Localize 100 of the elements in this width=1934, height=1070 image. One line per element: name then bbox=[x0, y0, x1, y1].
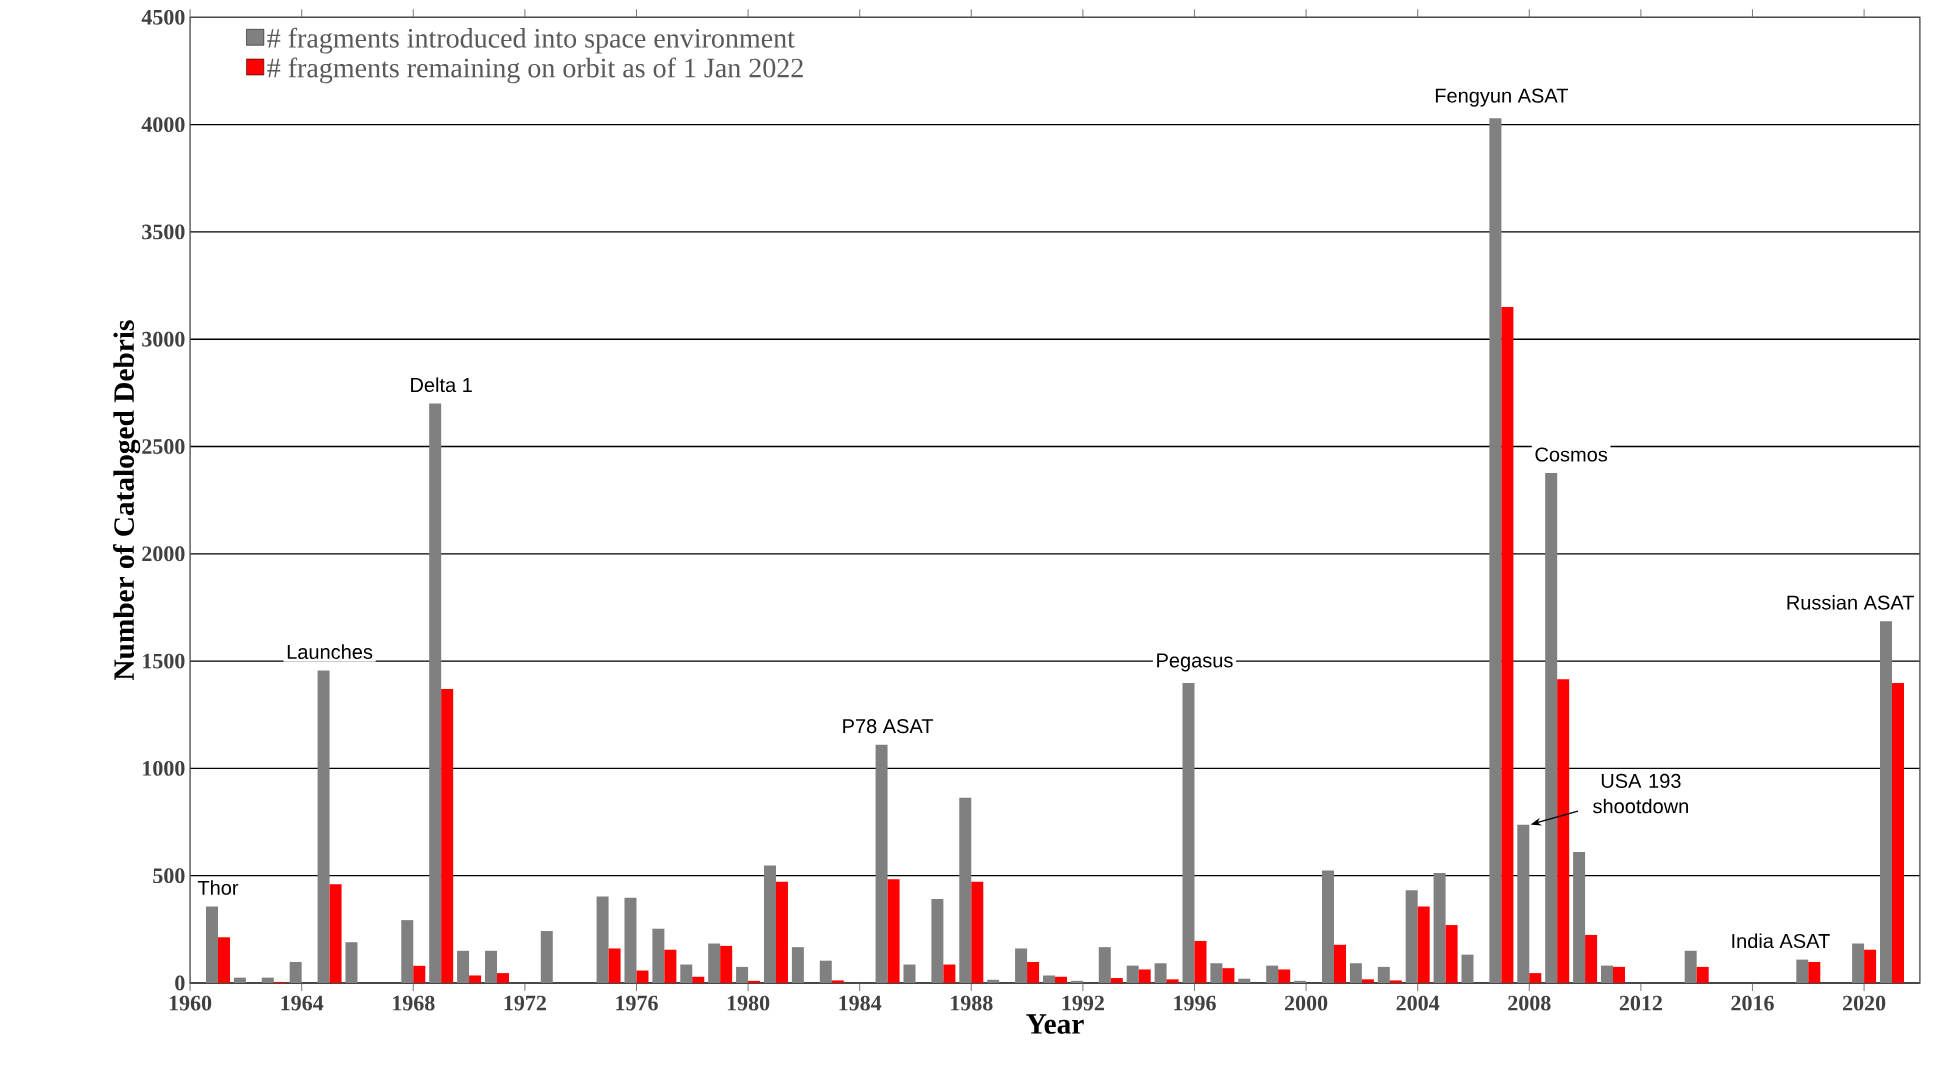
bar bbox=[1070, 981, 1083, 984]
bar bbox=[959, 797, 972, 984]
bar bbox=[1389, 980, 1402, 984]
bar bbox=[608, 948, 621, 984]
bar bbox=[887, 879, 900, 984]
bar bbox=[1433, 873, 1446, 984]
annotation: USA 193 shootdown bbox=[1593, 773, 1688, 814]
bar bbox=[1557, 679, 1570, 984]
x-tick-label: 2020 bbox=[1843, 995, 1886, 1011]
annotation: Fengyun ASAT bbox=[1435, 88, 1569, 107]
bar bbox=[664, 949, 677, 984]
bar bbox=[1222, 968, 1235, 984]
bar bbox=[1517, 824, 1530, 984]
bar bbox=[1445, 925, 1458, 984]
y-axis-title: Number of Cataloged Debris bbox=[113, 320, 141, 681]
bar bbox=[1489, 118, 1502, 984]
x-tick-label: 1968 bbox=[393, 995, 435, 1011]
y-tick-label: 4000 bbox=[141, 117, 185, 133]
bar bbox=[1864, 949, 1877, 984]
x-tick-label: 1992 bbox=[1062, 995, 1104, 1011]
bar bbox=[233, 977, 246, 984]
bar bbox=[1166, 979, 1179, 984]
y-tick-label: 3500 bbox=[142, 224, 185, 240]
annotation: Pegasus bbox=[1157, 653, 1233, 672]
bar bbox=[1545, 473, 1558, 984]
bar bbox=[401, 920, 414, 984]
bar bbox=[791, 947, 804, 984]
x-tick-label: 1964 bbox=[281, 995, 324, 1011]
bar bbox=[1333, 944, 1346, 984]
bar bbox=[1612, 967, 1625, 984]
bar bbox=[652, 928, 665, 984]
bar bbox=[1138, 969, 1151, 984]
x-tick-label: 1988 bbox=[951, 995, 993, 1011]
bar bbox=[1573, 852, 1586, 984]
bar bbox=[1027, 962, 1040, 984]
bar bbox=[692, 976, 705, 984]
annotation: India ASAT bbox=[1732, 933, 1830, 949]
bar bbox=[345, 942, 358, 984]
bar bbox=[457, 950, 470, 984]
bar bbox=[680, 964, 693, 984]
bar bbox=[1417, 906, 1430, 984]
x-tick-label: 2008 bbox=[1508, 995, 1551, 1011]
bar bbox=[329, 884, 342, 984]
x-tick-label: 1972 bbox=[504, 995, 546, 1011]
bar bbox=[205, 906, 218, 984]
bar bbox=[413, 965, 426, 984]
annotation: Cosmos bbox=[1535, 447, 1608, 462]
bar bbox=[1529, 973, 1542, 984]
bar bbox=[1054, 976, 1067, 984]
bar bbox=[720, 946, 733, 984]
y-tick-label: 500 bbox=[153, 868, 185, 884]
bar bbox=[1696, 967, 1709, 984]
bar bbox=[1210, 963, 1223, 984]
bar bbox=[1194, 941, 1207, 984]
x-tick-label: 2016 bbox=[1731, 995, 1774, 1011]
bar bbox=[1126, 965, 1139, 984]
x-tick-label: 2000 bbox=[1285, 995, 1328, 1011]
bar bbox=[1892, 683, 1904, 984]
bar bbox=[624, 897, 637, 984]
bar bbox=[1361, 979, 1374, 984]
x-tick-label: 1980 bbox=[727, 995, 770, 1011]
bar bbox=[1042, 975, 1055, 984]
annotation: P78 ASAT bbox=[843, 719, 934, 734]
bar bbox=[875, 744, 888, 984]
bar bbox=[971, 881, 984, 984]
bar bbox=[289, 962, 302, 984]
y-tick-label: 1500 bbox=[143, 653, 185, 669]
bar bbox=[943, 964, 956, 984]
bar bbox=[429, 403, 442, 984]
bar bbox=[775, 881, 788, 984]
bar bbox=[636, 970, 649, 984]
x-tick-label: 2012 bbox=[1619, 995, 1662, 1011]
bar bbox=[1461, 954, 1474, 984]
bar bbox=[441, 689, 454, 984]
bar bbox=[1377, 967, 1390, 984]
bar bbox=[931, 899, 944, 984]
bar bbox=[1294, 981, 1307, 984]
bar bbox=[496, 973, 509, 984]
annotation: Launches bbox=[287, 644, 373, 660]
bar bbox=[540, 931, 553, 984]
bar bbox=[1501, 307, 1514, 984]
y-tick-label: 0 bbox=[175, 975, 185, 991]
bar bbox=[1808, 962, 1821, 984]
bar bbox=[708, 943, 721, 984]
bar bbox=[1154, 963, 1167, 984]
bar bbox=[469, 975, 482, 984]
annotation: Thor bbox=[197, 880, 239, 896]
bar bbox=[1349, 963, 1362, 984]
bar bbox=[1796, 959, 1809, 984]
bar bbox=[1321, 870, 1334, 984]
y-tick-label: 1000 bbox=[143, 761, 185, 776]
bar bbox=[484, 950, 497, 984]
bar bbox=[1098, 947, 1111, 984]
y-tick-label: 2000 bbox=[142, 546, 185, 562]
bar bbox=[1266, 965, 1279, 984]
bar bbox=[1684, 950, 1697, 984]
legend-label: # fragments remaining on orbit as of 1 Jan 2022 bbox=[267, 57, 803, 84]
y-tick-label: 3000 bbox=[142, 331, 185, 347]
bar bbox=[1879, 621, 1892, 984]
bar bbox=[596, 896, 609, 984]
